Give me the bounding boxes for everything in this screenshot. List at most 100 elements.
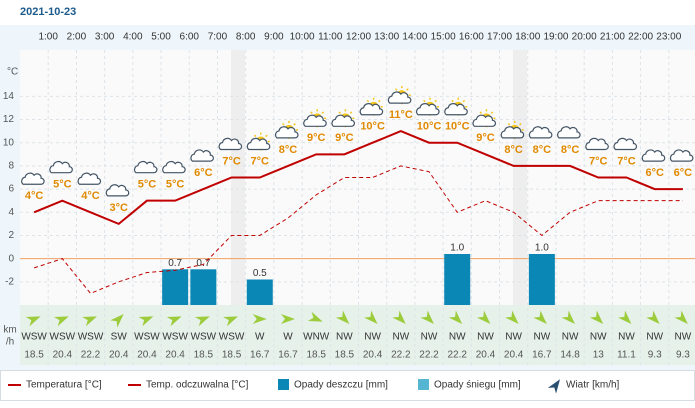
cloud bbox=[585, 137, 609, 151]
x-tick-label: 22:00 bbox=[628, 32, 653, 43]
x-tick-label: 17:00 bbox=[487, 32, 512, 43]
wind-direction: NW bbox=[618, 332, 635, 343]
wind-speed: 16.7 bbox=[532, 350, 552, 361]
bar-label: 0.7 bbox=[196, 258, 210, 269]
wind-speed: 16.7 bbox=[250, 350, 270, 361]
sun-ray bbox=[321, 111, 325, 114]
sun-ray bbox=[479, 111, 483, 114]
weather-icon bbox=[613, 137, 638, 151]
cloud bbox=[669, 149, 694, 162]
temperature-label: 6°C bbox=[194, 167, 213, 179]
temperature-label: 10°C bbox=[360, 121, 385, 133]
weather-icon bbox=[133, 160, 158, 174]
weather-icon bbox=[274, 120, 299, 139]
wind-arrow bbox=[617, 310, 632, 324]
wind-direction: SW bbox=[111, 332, 128, 343]
wind-arrow bbox=[674, 310, 688, 324]
arrow-shape bbox=[561, 310, 576, 324]
sun-ray bbox=[366, 99, 370, 103]
cloud bbox=[105, 184, 130, 197]
temperature-label: 9°C bbox=[335, 132, 354, 144]
wind-arrow bbox=[589, 310, 604, 324]
cloud bbox=[274, 126, 299, 139]
wind-direction: NW bbox=[646, 332, 663, 343]
wind-arrow bbox=[392, 310, 406, 324]
weather-icon bbox=[162, 160, 186, 174]
wind-arrow bbox=[335, 310, 350, 324]
wind-arrow bbox=[82, 316, 97, 327]
weather-icon bbox=[444, 97, 468, 116]
cloud bbox=[613, 137, 638, 151]
wind-direction: NW bbox=[590, 332, 607, 343]
cloud bbox=[472, 114, 496, 127]
x-tick-label: 5:00 bbox=[151, 32, 171, 43]
temperature-label: 7°C bbox=[251, 155, 270, 167]
arrow-shape bbox=[476, 310, 491, 324]
sun-ray bbox=[519, 123, 522, 126]
temperature-label: 3°C bbox=[109, 202, 128, 214]
wind-arrow bbox=[166, 316, 182, 327]
wind-arrow bbox=[420, 310, 434, 324]
y-tick-label: -2 bbox=[5, 276, 14, 287]
cloud bbox=[387, 91, 412, 104]
plot-area bbox=[20, 50, 695, 305]
wind-direction: NW bbox=[477, 332, 494, 343]
x-tick-label: 2:00 bbox=[67, 32, 87, 43]
wind-speed: 9.3 bbox=[648, 350, 662, 361]
wind-direction: WSW bbox=[21, 332, 47, 343]
shade-band bbox=[513, 50, 527, 305]
arrow-shape bbox=[533, 310, 547, 324]
wind-direction: NW bbox=[534, 332, 551, 343]
x-tick-label: 21:00 bbox=[600, 32, 625, 43]
weather-icon bbox=[641, 149, 666, 162]
arrow-shape bbox=[646, 310, 660, 324]
wind-unit: /h bbox=[6, 337, 14, 348]
wind-speed: 18.5 bbox=[24, 350, 44, 361]
sun-ray bbox=[423, 99, 426, 103]
x-tick-label: 23:00 bbox=[656, 32, 681, 43]
wind-speed: 13 bbox=[593, 350, 605, 361]
cloud bbox=[303, 114, 327, 127]
cloud bbox=[557, 126, 581, 139]
weather-icon bbox=[21, 172, 45, 185]
temperature-label: 9°C bbox=[307, 132, 326, 144]
arrow-shape bbox=[252, 314, 267, 324]
weather-icon bbox=[218, 137, 243, 151]
cloud bbox=[500, 126, 525, 139]
temperature-label: 5°C bbox=[166, 179, 185, 191]
cloud bbox=[190, 149, 214, 162]
arrow-shape bbox=[82, 316, 97, 327]
arrow-shape bbox=[674, 310, 688, 324]
wind-arrow bbox=[53, 316, 69, 327]
wind-direction: WSW bbox=[78, 332, 104, 343]
y-axis-label: °C bbox=[7, 67, 18, 78]
weather-icon bbox=[387, 86, 412, 105]
sun-ray bbox=[349, 111, 353, 114]
wind-speed: 20.4 bbox=[109, 350, 129, 361]
arrow-shape bbox=[53, 316, 69, 327]
wind-arrow bbox=[646, 310, 660, 324]
wind-direction: NW bbox=[421, 332, 438, 343]
weather-icon bbox=[105, 184, 130, 197]
wind-arrow bbox=[561, 310, 576, 324]
temperature-label: 8°C bbox=[533, 144, 552, 156]
wind-speed: 14.8 bbox=[560, 350, 580, 361]
cloud bbox=[49, 160, 73, 174]
cloud bbox=[331, 114, 355, 127]
wind-speed: 9.3 bbox=[676, 350, 690, 361]
temperature-label: 7°C bbox=[222, 155, 241, 167]
x-tick-label: 13:00 bbox=[374, 32, 399, 43]
wind-direction: NW bbox=[562, 332, 579, 343]
wind-speed: 20.4 bbox=[165, 350, 185, 361]
wind-arrow bbox=[223, 316, 239, 327]
sun-ray bbox=[462, 99, 466, 103]
x-tick-label: 12:00 bbox=[346, 32, 371, 43]
x-tick-label: 9:00 bbox=[264, 32, 284, 43]
cloud bbox=[416, 103, 440, 116]
legend-swatch bbox=[547, 379, 561, 394]
x-tick-label: 3:00 bbox=[95, 32, 115, 43]
sun-ray bbox=[507, 123, 511, 126]
bar-label: 1.0 bbox=[535, 243, 549, 254]
rain-bar bbox=[528, 254, 555, 305]
